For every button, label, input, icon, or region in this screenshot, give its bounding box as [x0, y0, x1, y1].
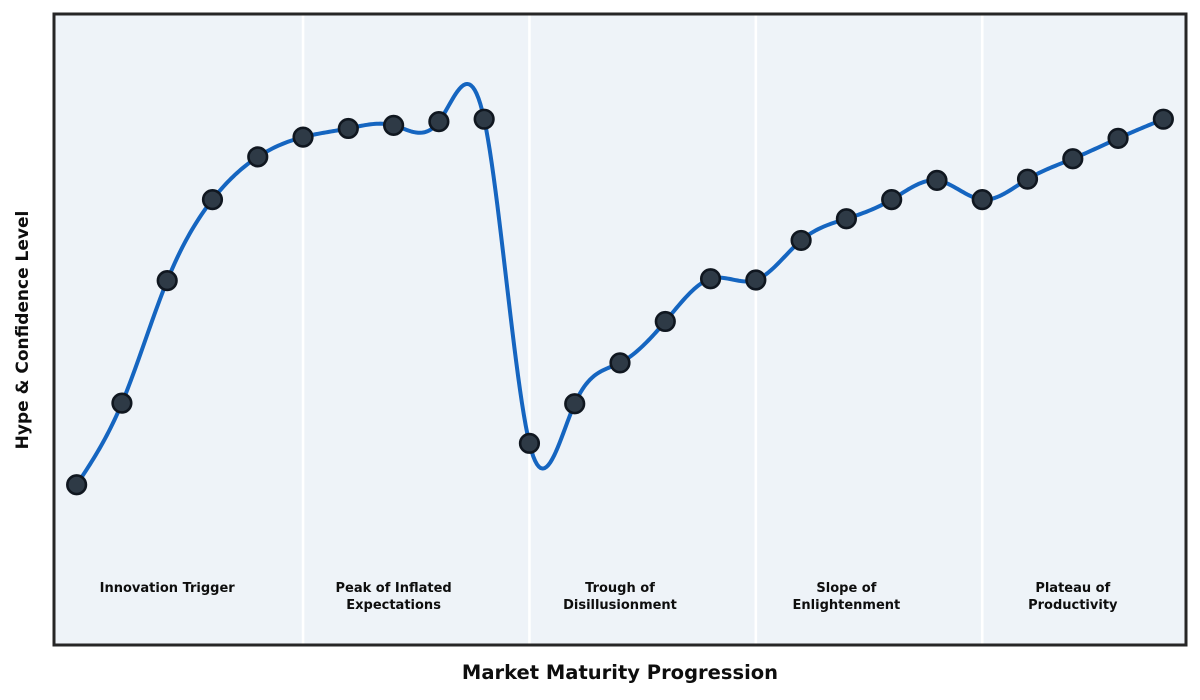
- data-point-marker: [745, 269, 767, 291]
- plot-area-background: [54, 14, 1186, 645]
- data-point-marker: [383, 114, 405, 136]
- data-point-marker: [1107, 127, 1129, 149]
- data-point-marker: [790, 229, 812, 252]
- data-point-marker: [1016, 168, 1039, 190]
- data-point-marker: [473, 108, 495, 130]
- data-point-marker: [428, 111, 450, 133]
- y-axis-label: Hype & Confidence Level: [13, 210, 33, 450]
- data-point-marker: [609, 352, 631, 374]
- data-point-marker: [699, 268, 722, 290]
- x-axis-label: Market Maturity Progression: [461, 661, 779, 684]
- data-point-marker: [654, 310, 676, 333]
- data-point-marker: [835, 208, 858, 230]
- data-point-marker: [292, 126, 314, 148]
- data-point-marker: [247, 146, 269, 168]
- data-point-marker: [926, 169, 948, 192]
- data-point-marker: [881, 188, 903, 211]
- data-point-marker: [111, 392, 133, 414]
- data-point-marker: [1062, 148, 1084, 170]
- data-point-marker: [518, 432, 541, 454]
- data-point-marker: [971, 188, 993, 211]
- data-point-marker: [201, 188, 224, 211]
- data-point-marker: [564, 393, 586, 415]
- data-point-marker: [337, 117, 359, 140]
- data-point-marker: [66, 474, 88, 496]
- data-point-marker: [1152, 108, 1174, 130]
- data-point-marker: [156, 270, 178, 292]
- plot-border: [52, 12, 1188, 647]
